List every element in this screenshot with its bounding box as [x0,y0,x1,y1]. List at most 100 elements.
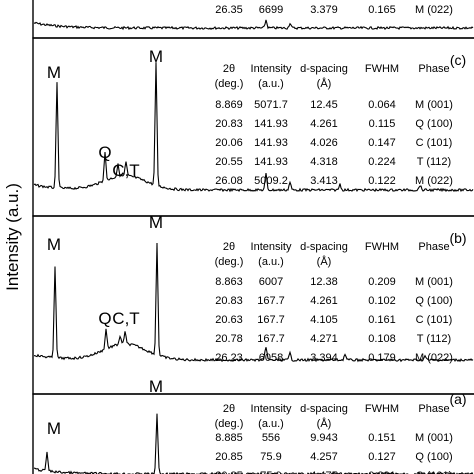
table-unit: (deg.) [215,256,244,268]
table-cell: 0.115 [369,118,396,130]
frame-panel-a [32,393,474,474]
table-cell: T (112) [417,156,451,168]
table-header: 2θ [223,241,235,253]
peak-label: M [47,419,61,438]
peak-label: M [149,377,163,396]
table-cell: 0.122 [368,175,396,187]
table-cell: 167.7 [257,333,285,345]
table-cell: 3.379 [310,4,338,16]
frame-panel-d [32,0,474,39]
table-cell: 0.224 [368,156,396,168]
trace-panel-2 [34,242,474,363]
table-unit: (Å) [317,77,332,90]
table-cell: 167.7 [257,295,285,307]
table-cell: 75.9 [260,451,281,463]
table-cell: 0.161 [368,314,396,326]
table-unit: (a.u.) [258,418,284,430]
table-cell: 0.108 [368,333,396,345]
peak-label: Q [98,309,111,328]
table-cell: 4.261 [310,295,338,307]
table-header: 2θ [223,403,235,415]
table-cell: M (022) [415,4,453,16]
trace-panel-1 [33,62,474,193]
table-cell: 0.165 [368,4,396,16]
peak-label: M [47,235,61,254]
table-cell: 20.85 [215,451,243,463]
table-cell: C (101) [416,470,453,474]
table-header: Intensity [251,403,292,415]
y-axis-label: Intensity (a.u.) [3,183,22,291]
table-header: Intensity [251,241,292,253]
table-cell: 6007 [259,276,283,288]
table-cell: 75.9 [260,470,281,474]
table-cell: 0.147 [368,137,396,149]
table-cell: 26.23 [215,352,243,364]
table-cell: 3.394 [310,352,338,364]
table-cell: 0.064 [368,99,396,111]
table-cell: C (101) [416,314,453,326]
table-cell: 167.7 [257,314,285,326]
table-cell: 20.06 [215,137,243,149]
peak-label: C,T [112,309,139,328]
table-cell: 26.35 [215,4,243,16]
table-header: d-spacing [300,403,348,415]
table-cell: 8.885 [215,432,243,444]
table-cell: 3.413 [310,175,338,187]
table-cell: T (112) [417,333,451,345]
table-unit: (a.u.) [258,256,284,268]
table-unit: (Å) [317,417,332,430]
peak-label: Q [98,143,111,162]
table-cell: Q (100) [415,295,452,307]
panel-tag: (c) [450,52,466,68]
table-cell: 20.63 [215,314,243,326]
trace-panel-3 [33,413,474,474]
table-header: Intensity [251,63,292,75]
table-cell: 20.55 [215,156,243,168]
table-cell: Q (100) [415,451,452,463]
table-unit: (a.u.) [258,78,284,90]
peak-label: M [47,63,61,82]
table-cell: M (001) [415,99,453,111]
table-cell: 5009.2 [254,175,288,187]
table-cell: 20.85 [215,470,243,474]
table-cell: 4.026 [310,137,338,149]
table-cell: 0.209 [368,276,396,288]
table-cell: 20.83 [215,118,243,130]
table-cell: 12.38 [310,276,338,288]
table-unit: (Å) [317,255,332,268]
table-header: d-spacing [300,241,348,253]
table-cell: C (101) [416,137,453,149]
panel-tag: (b) [449,230,466,246]
table-cell: 4.271 [310,333,338,345]
table-header: Phase [418,63,449,75]
table-cell: M (001) [415,276,453,288]
table-cell: 0.127 [368,451,396,463]
table-cell: 141.93 [254,118,288,130]
table-unit: (deg.) [215,78,244,90]
trace-panel-0 [33,19,474,31]
table-cell: M (001) [415,432,453,444]
table-cell: 20.83 [215,295,243,307]
table-cell: 20.78 [215,333,243,345]
table-cell: 4.105 [310,314,338,326]
table-header: FWHM [365,63,399,75]
table-cell: 6058 [259,352,283,364]
table-cell: 0.151 [368,432,396,444]
diffraction-traces [33,19,474,474]
table-header: Phase [418,403,449,415]
table-header: FWHM [365,241,399,253]
table-cell: 5071.7 [254,99,288,111]
table-cell: M (022) [415,175,453,187]
table-header: FWHM [365,403,399,415]
peak-label: M [149,213,163,232]
table-header: 2θ [223,63,235,75]
table-cell: 9.943 [310,432,338,444]
table-cell: 4.475 [310,470,338,474]
table-cell: 141.93 [254,156,288,168]
table-header: Phase [418,241,449,253]
table-cell: 0.102 [368,295,396,307]
table-cell: 4.257 [310,451,338,463]
table-header: d-spacing [300,63,348,75]
